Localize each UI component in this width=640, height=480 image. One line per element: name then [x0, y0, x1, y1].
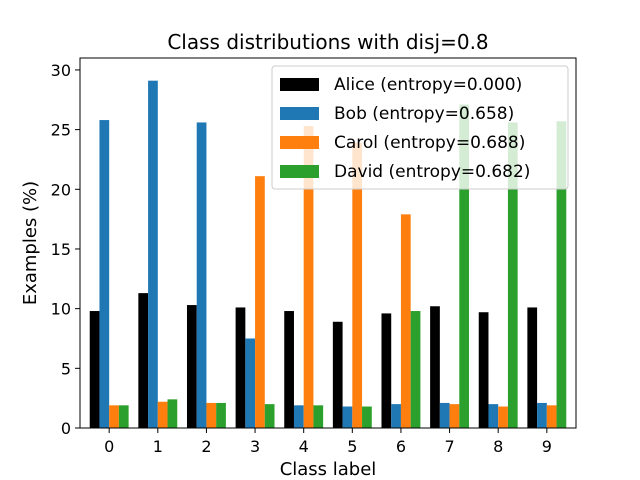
bar-s2-c8 [498, 406, 508, 428]
bar-s0-c2 [186, 305, 197, 428]
legend-swatch [280, 165, 319, 178]
chart-title: Class distributions with disj=0.8 [167, 30, 488, 54]
bar-s1-c9 [537, 402, 547, 428]
y-axis: 0 5 10 15 20 25 30 [51, 61, 80, 438]
x-axis: 0 1 2 3 4 5 6 7 8 9 [104, 428, 552, 456]
bar-s1-c0 [99, 120, 110, 428]
legend-swatch [280, 136, 319, 149]
bar-s1-c7 [439, 402, 450, 428]
y-tick-label: 0 [61, 419, 71, 438]
legend: Alice (entropy=0.000) Bob (entropy=0.658)… [271, 65, 569, 190]
bar-s2-c0 [109, 405, 119, 428]
x-tick-label: 8 [493, 437, 503, 456]
bar-s1-c3 [245, 338, 256, 428]
bar-s2-c3 [255, 176, 265, 428]
bars-layer [89, 80, 567, 429]
bar-s0-c0 [89, 311, 100, 428]
bar-s0-c7 [430, 306, 440, 428]
x-tick-label: 7 [444, 437, 454, 456]
bar-s1-c1 [148, 80, 158, 429]
y-tick-label: 5 [61, 359, 71, 378]
y-tick-label: 20 [51, 180, 71, 199]
bar-s3-c8 [507, 122, 518, 428]
bar-s3-c2 [216, 402, 226, 428]
x-tick-label: 6 [396, 437, 406, 456]
plot-frame [79, 57, 577, 429]
y-tick-label: 10 [51, 300, 71, 319]
bar-s0-c8 [478, 312, 489, 428]
bar-s3-c4 [313, 405, 324, 428]
bar-s3-c9 [556, 121, 567, 428]
legend-label: Alice (entropy=0.000) [334, 75, 522, 95]
x-tick-label: 3 [250, 437, 260, 456]
bar-s0-c1 [138, 293, 149, 428]
legend-frame [271, 65, 569, 190]
legend-label: David (entropy=0.682) [334, 162, 530, 182]
y-tick-label: 25 [51, 121, 71, 140]
bar-s2-c9 [546, 405, 557, 428]
x-tick-label: 9 [542, 437, 552, 456]
x-tick-label: 0 [104, 437, 114, 456]
bar-s1-c6 [391, 404, 401, 428]
legend-label: Carol (entropy=0.688) [334, 133, 525, 153]
bar-s0-c6 [381, 313, 392, 428]
bar-s2-c6 [400, 214, 411, 428]
x-axis-label: Class label [280, 459, 377, 480]
bar-s3-c6 [410, 311, 421, 428]
bar-s0-c5 [332, 321, 343, 428]
legend-swatch [280, 107, 319, 120]
bar-s2-c1 [157, 401, 168, 428]
x-tick-label: 1 [153, 437, 163, 456]
bar-s1-c8 [488, 404, 499, 428]
y-tick-label: 15 [51, 240, 71, 259]
bar-s2-c7 [449, 404, 460, 428]
legend-label: Bob (entropy=0.658) [334, 104, 514, 124]
bar-s2-c4 [303, 126, 314, 428]
y-tick-label: 30 [51, 61, 71, 80]
bar-s1-c4 [293, 405, 304, 428]
bar-s2-c5 [352, 142, 363, 429]
legend-swatch [280, 78, 319, 91]
bar-s0-c4 [284, 311, 294, 428]
x-tick-label: 5 [347, 437, 357, 456]
bar-s0-c9 [527, 307, 538, 428]
bar-s1-c2 [196, 122, 207, 428]
x-tick-label: 2 [201, 437, 211, 456]
bar-s3-c7 [459, 104, 470, 429]
bar-s3-c5 [362, 406, 372, 428]
bar-s3-c1 [167, 399, 178, 428]
x-tick-label: 4 [299, 437, 309, 456]
bar-s1-c5 [342, 406, 353, 428]
bar-s3-c3 [264, 404, 275, 428]
bar-s0-c3 [235, 307, 246, 428]
bar-s2-c2 [206, 402, 217, 428]
y-axis-label: Examples (%) [20, 181, 41, 305]
bar-s3-c0 [118, 405, 129, 428]
